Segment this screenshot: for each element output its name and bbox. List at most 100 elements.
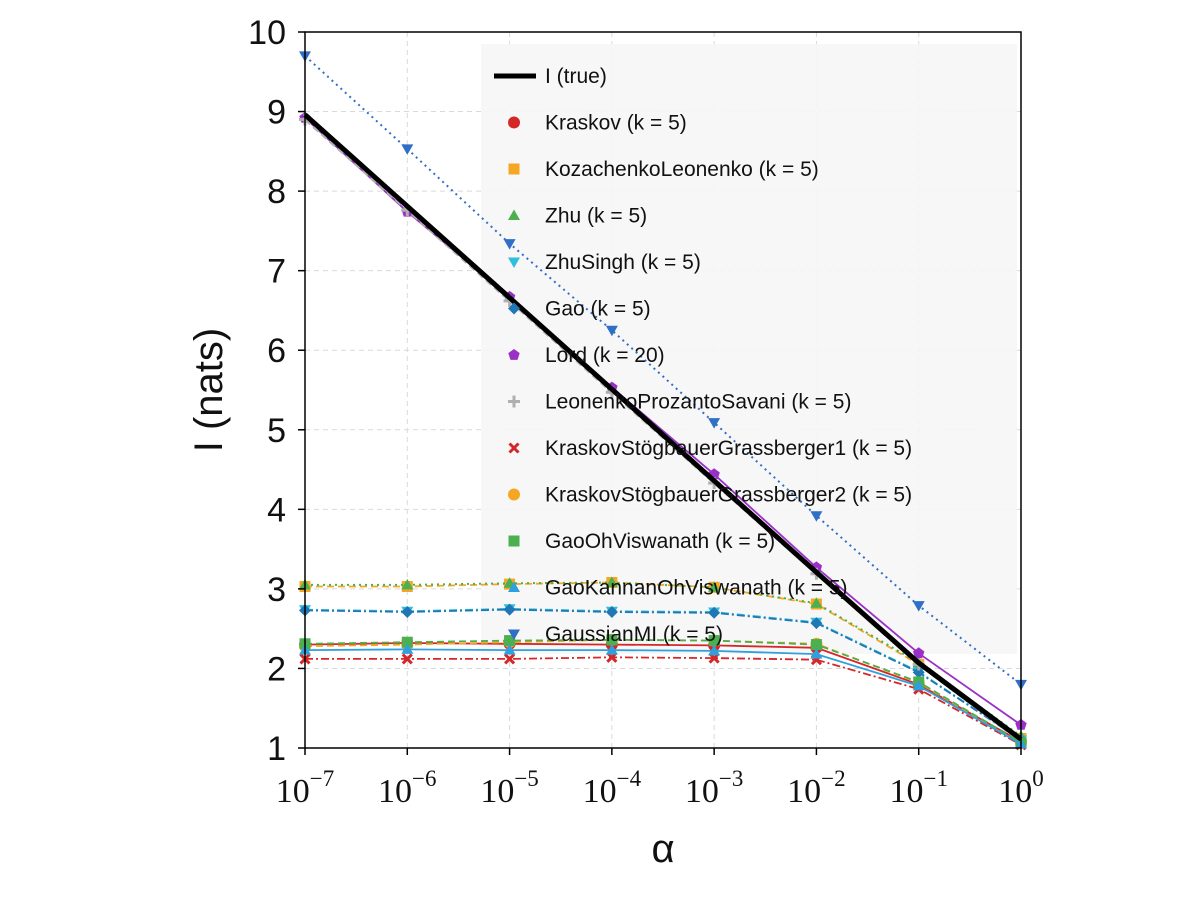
- legend-swatch: [508, 116, 520, 129]
- series-line: [304, 642, 1022, 743]
- x-tick-exponent: −3: [719, 766, 743, 791]
- data-point-shape: [708, 606, 721, 619]
- legend-swatch: [508, 209, 520, 220]
- data-point: [912, 601, 925, 612]
- x-tick-base: 10: [889, 773, 923, 810]
- data-point: [708, 644, 721, 656]
- data-point: [810, 648, 823, 659]
- series: [303, 112, 1023, 742]
- legend-swatch: [508, 257, 520, 268]
- data-point-shape: [401, 144, 414, 155]
- data-point: [605, 576, 618, 587]
- legend-label: LeonenkoProzantoSavani (k = 5): [545, 391, 851, 414]
- legend-swatch: [508, 535, 520, 547]
- data-point-shape: [503, 644, 516, 655]
- data-point-shape: [606, 634, 618, 646]
- data-point: [401, 144, 414, 155]
- y-axis-label: I (nats): [187, 328, 231, 452]
- series: [299, 576, 1027, 741]
- legend-swatch: [508, 302, 520, 315]
- data-point: [810, 639, 822, 651]
- y-tick-label: 6: [267, 332, 286, 370]
- x-tick-label: 10−3: [685, 766, 743, 810]
- data-point-shape: [605, 325, 618, 337]
- data-point: [912, 679, 925, 691]
- series-line: [303, 112, 1023, 742]
- data-point: [401, 636, 413, 648]
- x-tick-base: 10: [276, 773, 310, 810]
- legend-swatch-shape: [508, 488, 520, 501]
- legend-swatch-shape: [508, 209, 520, 220]
- ticks: 10−7 10−6 10−5 10−4 10−3 10−2 10−1 100123456789…: [248, 14, 1044, 810]
- legend-label: KraskovStögbauerGrassberger1 (k = 5): [545, 437, 912, 460]
- plot-frame: [304, 31, 1022, 749]
- series-line: [304, 608, 1022, 741]
- data-point-shape: [810, 648, 823, 659]
- x-tick-base: 10: [480, 773, 514, 810]
- legend-entry: I (true): [494, 65, 607, 88]
- legend-swatch: [508, 629, 520, 640]
- data-point: [504, 635, 516, 647]
- y-tick-label: 7: [267, 253, 286, 291]
- data-point: [401, 653, 413, 665]
- data-point-shape: [503, 239, 516, 250]
- legend: I (true) Kraskov (k = 5) KozachenkoLeonenk…: [494, 65, 912, 646]
- data-point-shape: [605, 644, 618, 655]
- legend-entry: KraskovStögbauerGrassberger1 (k = 5): [508, 437, 912, 460]
- data-point: [504, 653, 516, 665]
- data-point: [912, 666, 925, 679]
- plot-area: [299, 44, 1027, 751]
- legend-swatch-shape: [508, 535, 520, 547]
- data-point: [401, 578, 414, 590]
- data-point-shape: [810, 511, 823, 522]
- x-tick-exponent: −1: [923, 766, 947, 791]
- x-tick-exponent: −5: [514, 766, 538, 791]
- data-point-shape: [810, 617, 823, 630]
- x-tick-base: 10: [998, 773, 1032, 810]
- legend-swatch: [508, 349, 520, 360]
- data-point-shape: [401, 578, 414, 590]
- data-point: [810, 511, 823, 522]
- x-tick-exponent: −4: [617, 766, 642, 791]
- x-tick-label: 10−1: [889, 766, 947, 810]
- data-point-shape: [605, 606, 618, 618]
- y-tick-label: 4: [267, 491, 286, 529]
- data-point: [503, 644, 516, 655]
- y-tick-label: 1: [267, 730, 286, 768]
- legend-swatch-shape: [508, 257, 520, 268]
- legend-entry: Kraskov (k = 5): [508, 112, 687, 135]
- series: [299, 643, 1027, 749]
- data-point: [606, 634, 618, 646]
- x-tick-label: 10−4: [583, 766, 642, 810]
- legend-entry: KozachenkoLeonenko (k = 5): [508, 158, 819, 181]
- x-tick-base: 10: [378, 773, 412, 810]
- y-tick-label: 2: [267, 650, 286, 688]
- legend-label: KraskovStögbauerGrassberger2 (k = 5): [545, 484, 912, 507]
- series-line: [304, 638, 1022, 744]
- data-point: [503, 239, 516, 250]
- legend-entry: Gao (k = 5): [508, 298, 651, 321]
- data-point: [401, 606, 414, 618]
- data-point-shape: [401, 636, 413, 648]
- x-tick-label: 100: [998, 766, 1044, 810]
- legend-entry: LeonenkoProzantoSavani (k = 5): [508, 391, 851, 414]
- legend-swatch-shape: [508, 349, 520, 360]
- legend-swatch: [508, 442, 520, 454]
- data-point-shape: [504, 653, 516, 665]
- data-point-shape: [912, 679, 925, 691]
- legend-swatch-shape: [508, 302, 520, 315]
- legend-label: Zhu (k = 5): [545, 205, 647, 228]
- legend-swatch-shape: [508, 442, 520, 454]
- legend-swatch-shape: [508, 163, 520, 175]
- data-point-shape: [708, 581, 721, 592]
- x-tick-exponent: 0: [1032, 766, 1044, 791]
- legend-swatch-shape: [508, 581, 520, 592]
- x-tick-exponent: −6: [412, 766, 436, 791]
- series-line: [305, 581, 1022, 740]
- data-point: [810, 617, 823, 630]
- data-point-shape: [708, 644, 721, 656]
- data-point-shape: [912, 601, 925, 612]
- legend-entry: Lord (k = 20): [508, 344, 665, 367]
- data-point: [605, 644, 618, 655]
